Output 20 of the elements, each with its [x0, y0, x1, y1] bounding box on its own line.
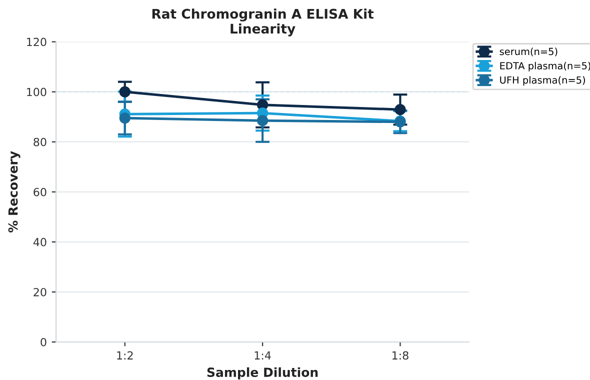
x-tick-label: 1:4: [254, 351, 271, 360]
x-axis-title: Sample Dilution: [207, 367, 318, 380]
point: [119, 86, 130, 98]
y-tick-label: 40: [33, 238, 46, 246]
point: [119, 112, 130, 124]
x-tick-label: 1:8: [392, 351, 408, 360]
y-tick-label: 0: [40, 338, 46, 346]
y-tick-label: 100: [27, 88, 46, 96]
y-tick-label: 60: [34, 188, 46, 196]
point: [256, 115, 268, 126]
legend-label: UFH plasma(n=5): [500, 76, 585, 86]
y-tick-label: 20: [34, 288, 46, 296]
legend-label: serum(n=5): [500, 48, 558, 56]
x-tick-label: 1:2: [117, 351, 133, 360]
chart-title: Rat Chromogranin A ELISA Kit Linearity: [152, 8, 374, 36]
point: [394, 104, 406, 116]
y-tick-label: 80: [34, 138, 46, 146]
legend-label: EDTA plasma(n=5): [500, 62, 590, 72]
y-tick-label: 120: [27, 38, 46, 46]
y-axis-title: % Recovery: [8, 151, 20, 232]
